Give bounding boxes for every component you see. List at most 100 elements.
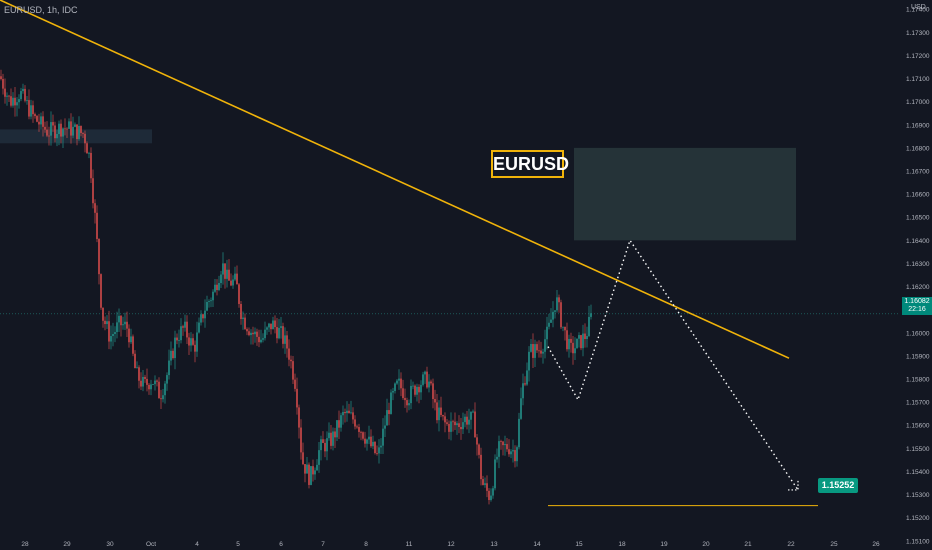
y-tick-label: 1.16300 — [906, 261, 930, 268]
candle-body — [238, 284, 240, 304]
candle-body — [472, 411, 474, 413]
candle-body — [552, 311, 554, 320]
candle-body — [76, 124, 78, 140]
candle-body — [232, 279, 234, 286]
candle-body — [384, 425, 386, 429]
current-price-badge: 1.16082 22:16 — [902, 297, 932, 315]
candle-body — [132, 336, 134, 354]
candle-body — [48, 135, 50, 137]
candle-body — [158, 381, 160, 399]
y-tick-label: 1.15500 — [906, 446, 930, 453]
descending-trendline — [0, 0, 790, 359]
candle-body — [6, 95, 8, 97]
candle-body — [458, 423, 460, 427]
candle-body — [20, 91, 22, 100]
candle-body — [494, 459, 496, 489]
candle-body — [440, 407, 442, 416]
candle-body — [436, 402, 438, 421]
candle-body — [372, 441, 374, 447]
candle-body — [546, 326, 548, 340]
candle-body — [346, 410, 348, 414]
candle-body — [350, 412, 352, 414]
y-tick-label: 1.15300 — [906, 492, 930, 499]
candle-body — [282, 326, 284, 344]
candle-body — [314, 470, 316, 475]
candle-body — [564, 326, 566, 331]
candle-body — [160, 398, 162, 400]
candle-body — [464, 416, 466, 423]
candle-body — [226, 269, 228, 279]
x-tick-label: 14 — [533, 541, 541, 548]
candle-body — [376, 453, 378, 454]
candle-body — [188, 337, 190, 346]
y-tick-label: 1.15700 — [906, 400, 930, 407]
candle-body — [172, 350, 174, 359]
candle-body — [66, 128, 68, 130]
candle-body — [340, 415, 342, 428]
candle-body — [338, 420, 340, 428]
y-tick-label: 1.15100 — [906, 538, 930, 545]
candle-body — [276, 327, 278, 339]
y-tick-label: 1.15200 — [906, 515, 930, 522]
x-tick-label: Oct — [146, 541, 156, 548]
candle-body — [506, 444, 508, 450]
candle-body — [166, 375, 168, 384]
countdown-value: 22:16 — [908, 306, 926, 313]
candle-body — [476, 437, 478, 445]
candle-body — [110, 336, 112, 342]
candle-body — [108, 321, 110, 342]
candle-body — [256, 331, 258, 337]
candle-body — [144, 376, 146, 379]
candle-body — [190, 338, 192, 346]
candle-body — [342, 412, 344, 416]
candle-body — [96, 212, 98, 240]
candle-body — [398, 378, 400, 381]
candle-body — [520, 398, 522, 419]
candle-body — [8, 95, 10, 97]
candle-body — [46, 129, 48, 136]
candle-body — [584, 333, 586, 340]
candle-body — [130, 336, 132, 343]
candle-body — [264, 329, 266, 339]
candle-body — [14, 97, 16, 106]
candle-body — [242, 317, 244, 320]
resistance-zone-left — [0, 129, 152, 144]
candle-body — [136, 367, 138, 369]
candle-body — [530, 344, 532, 352]
candle-body — [164, 383, 166, 396]
candle-body — [392, 391, 394, 393]
candle-body — [540, 350, 542, 354]
candle-body — [246, 329, 248, 332]
candle-body — [446, 422, 448, 424]
candle-body — [444, 416, 446, 423]
candle-body — [216, 284, 218, 291]
candle-body — [80, 125, 82, 133]
y-tick-label: 1.15400 — [906, 469, 930, 476]
candle-body — [470, 411, 472, 420]
candle-body — [412, 385, 414, 387]
candle-body — [312, 466, 314, 475]
candle-body — [516, 447, 518, 462]
candle-body — [182, 326, 184, 328]
candle-body — [266, 327, 268, 330]
candle-body — [184, 321, 186, 328]
symbol-label[interactable]: EURUSD, 1h, IDC — [4, 5, 78, 15]
candle-body — [498, 441, 500, 457]
target-price-badge: 1.15252 — [818, 478, 858, 493]
candle-body — [430, 381, 432, 384]
candle-body — [322, 439, 324, 443]
candle-body — [64, 128, 66, 130]
x-tick-label: 11 — [406, 541, 413, 548]
candle-body — [400, 378, 402, 389]
candle-body — [354, 419, 356, 427]
candle-body — [214, 284, 216, 292]
candle-body — [106, 321, 108, 325]
candle-body — [252, 332, 254, 335]
x-tick-label: 18 — [618, 541, 626, 548]
candle-body — [180, 326, 182, 341]
candle-body — [260, 339, 262, 343]
candle-body — [574, 348, 576, 354]
candle-body — [336, 420, 338, 438]
y-tick-label: 1.17400 — [906, 7, 930, 14]
